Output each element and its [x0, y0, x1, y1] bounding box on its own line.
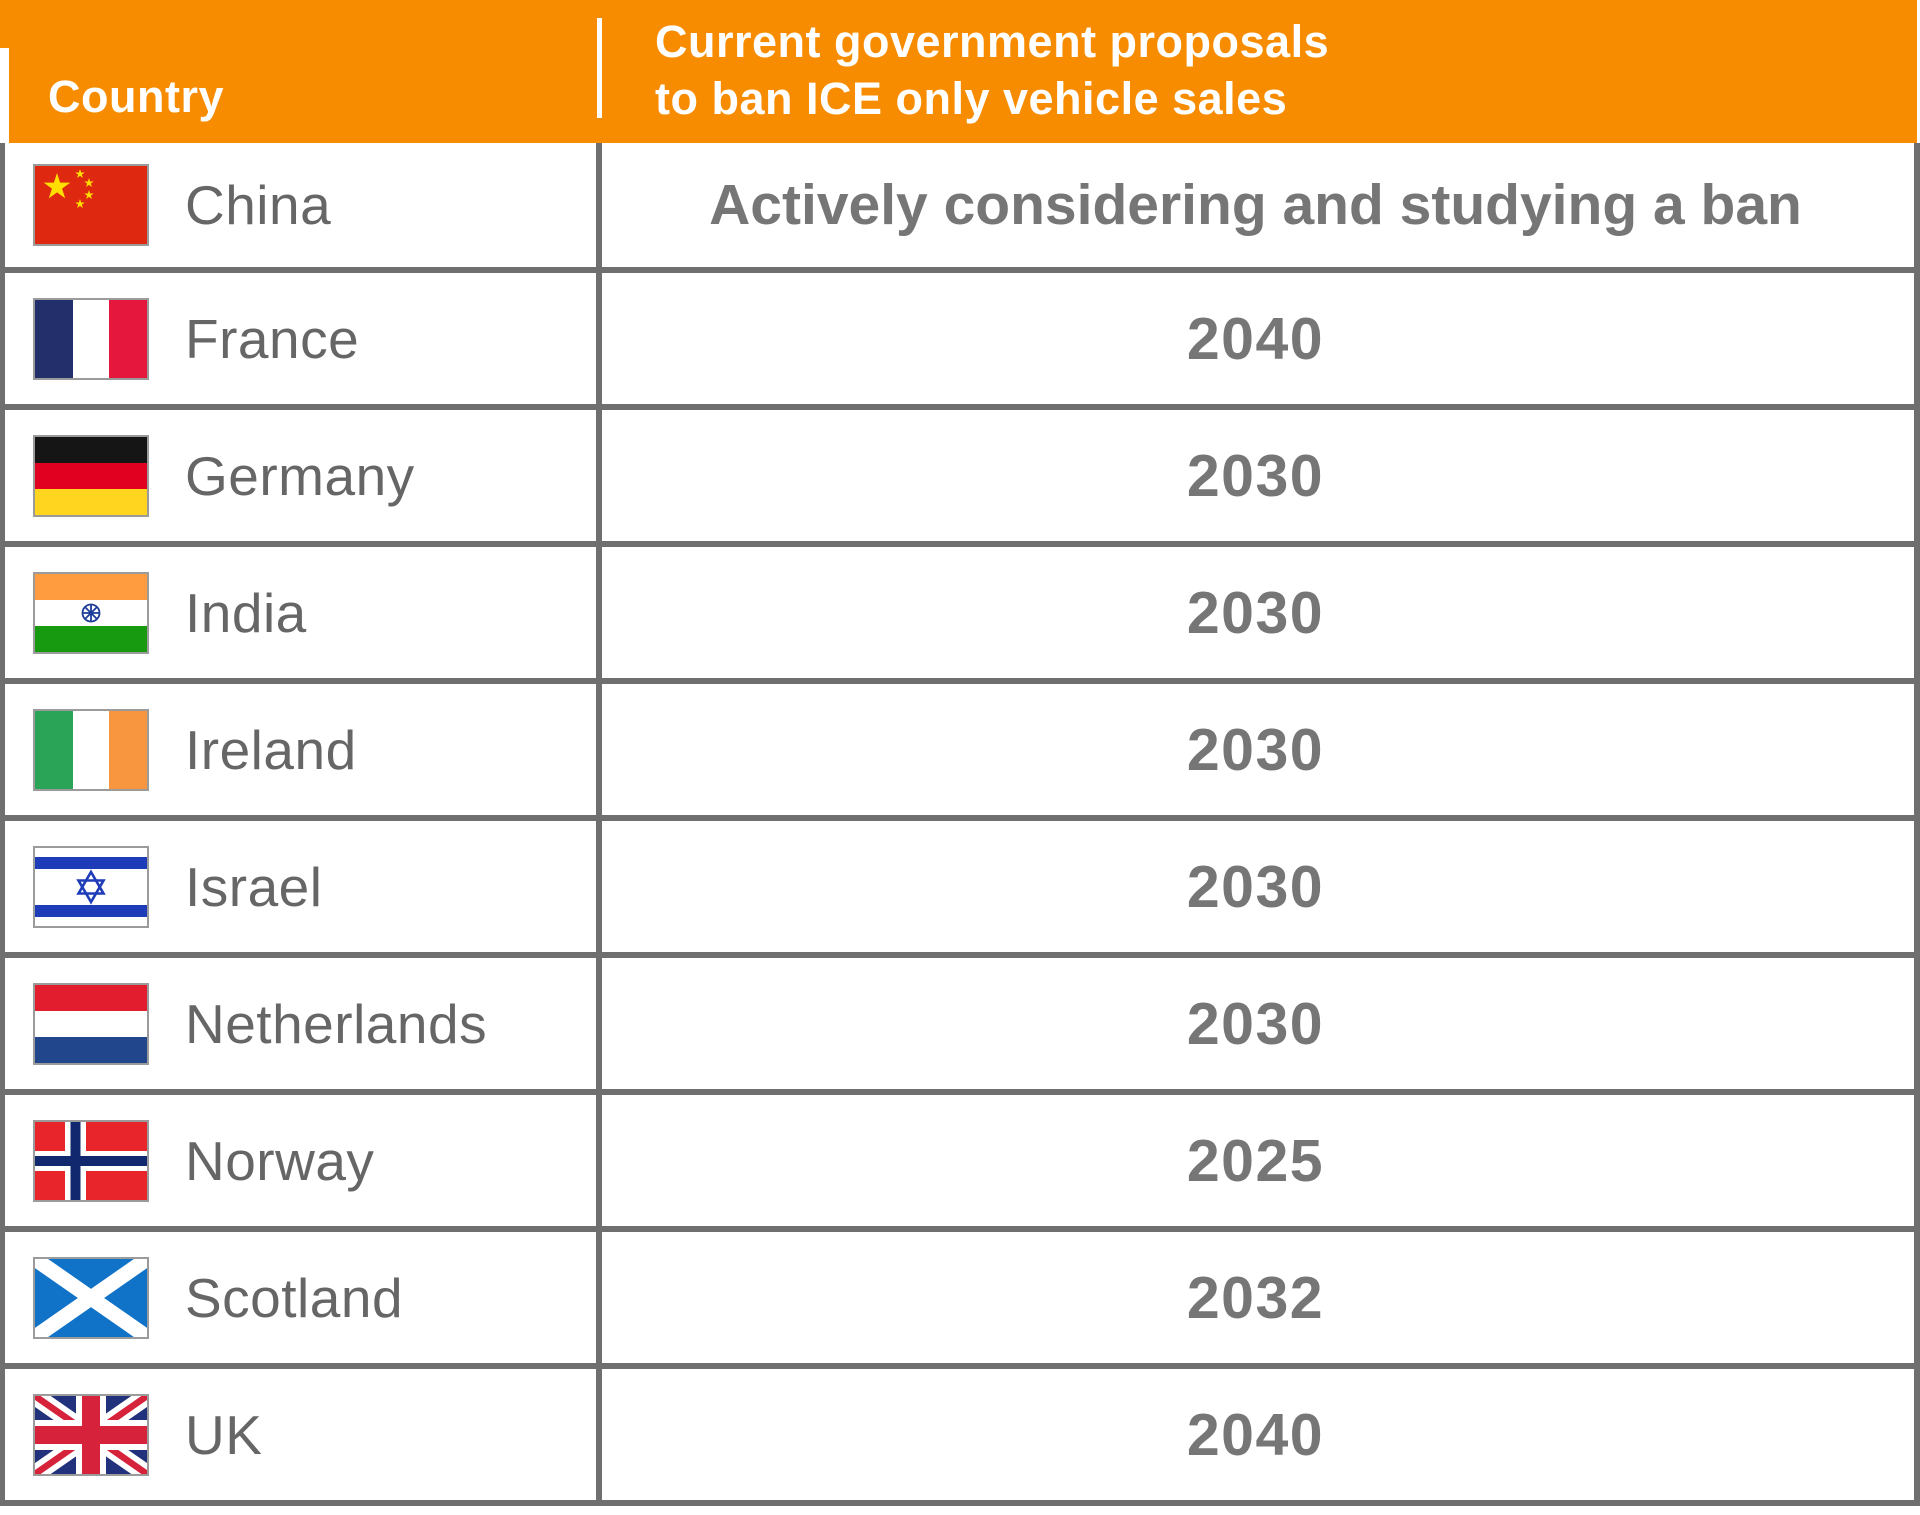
uk-flag-icon: [33, 1393, 149, 1476]
country-cell: Netherlands: [5, 958, 597, 1089]
proposal-cell: Actively considering and studying a ban: [597, 143, 1914, 267]
body-column-divider: [596, 143, 602, 1500]
proposal-cell: 2030: [597, 410, 1914, 541]
country-cell: UK: [5, 1369, 597, 1500]
proposal-value: 2025: [1186, 1127, 1325, 1194]
france-flag-icon: [33, 297, 149, 380]
country-label: France: [185, 307, 360, 370]
proposal-cell: 2040: [597, 273, 1914, 404]
india-flag-icon: [33, 571, 149, 654]
ireland-flag-icon: [33, 708, 149, 791]
table-body: China Actively considering and studying …: [0, 143, 1920, 1506]
country-cell: Germany: [5, 410, 597, 541]
norway-flag-icon: [33, 1119, 149, 1202]
table-row-uk: UK 2040: [5, 1363, 1914, 1500]
table-row-norway: Norway 2025: [5, 1089, 1914, 1226]
table-row-scotland: Scotland 2032: [5, 1226, 1914, 1363]
country-label: Netherlands: [185, 992, 488, 1055]
proposal-column-header: Current government proposals to ban ICE …: [655, 16, 1330, 124]
header-right-sliver: [1917, 0, 1920, 143]
proposal-value: 2030: [1186, 716, 1325, 783]
table-row-china: China Actively considering and studying …: [5, 143, 1914, 267]
table-row-netherlands: Netherlands 2030: [5, 952, 1914, 1089]
proposal-cell: 2030: [597, 958, 1914, 1089]
country-label: Germany: [185, 444, 415, 507]
proposal-cell: 2030: [597, 684, 1914, 815]
proposal-value: 2040: [1186, 305, 1325, 372]
header-left-notch: [0, 48, 9, 143]
country-cell: Norway: [5, 1095, 597, 1226]
israel-flag-icon: [33, 845, 149, 928]
proposal-cell: 2040: [597, 1369, 1914, 1500]
proposal-cell: 2030: [597, 547, 1914, 678]
germany-flag-icon: [33, 434, 149, 517]
proposal-cell: 2030: [597, 821, 1914, 952]
proposal-value: 2030: [1186, 990, 1325, 1057]
proposal-cell: 2025: [597, 1095, 1914, 1226]
country-label: Norway: [185, 1129, 375, 1192]
country-label: Israel: [185, 855, 323, 918]
country-label: Ireland: [185, 718, 357, 781]
table-header: Country Current government proposals to …: [0, 0, 1920, 143]
proposal-value: 2040: [1186, 1401, 1325, 1468]
table-row-israel: Israel 2030: [5, 815, 1914, 952]
proposal-value: 2032: [1186, 1264, 1325, 1331]
table-row-india: India 2030: [5, 541, 1914, 678]
table-row-germany: Germany 2030: [5, 404, 1914, 541]
proposal-value: 2030: [1186, 579, 1325, 646]
table-row-france: France 2040: [5, 267, 1914, 404]
proposal-value: Actively considering and studying a ban: [709, 173, 1802, 237]
country-cell: France: [5, 273, 597, 404]
country-cell: China: [5, 143, 597, 267]
country-cell: Ireland: [5, 684, 597, 815]
table-row-ireland: Ireland 2030: [5, 678, 1914, 815]
country-label: Scotland: [185, 1266, 404, 1329]
proposal-value: 2030: [1186, 442, 1325, 509]
country-column-header: Country: [48, 71, 224, 122]
scotland-flag-icon: [33, 1256, 149, 1339]
country-label: China: [185, 174, 332, 236]
country-cell: Israel: [5, 821, 597, 952]
china-flag-icon: [33, 164, 149, 246]
country-label: India: [185, 581, 307, 644]
netherlands-flag-icon: [33, 982, 149, 1065]
country-cell: India: [5, 547, 597, 678]
country-label: UK: [185, 1403, 263, 1466]
country-cell: Scotland: [5, 1232, 597, 1363]
proposal-value: 2030: [1186, 853, 1325, 920]
proposal-cell: 2032: [597, 1232, 1914, 1363]
header-column-divider: [597, 18, 602, 118]
